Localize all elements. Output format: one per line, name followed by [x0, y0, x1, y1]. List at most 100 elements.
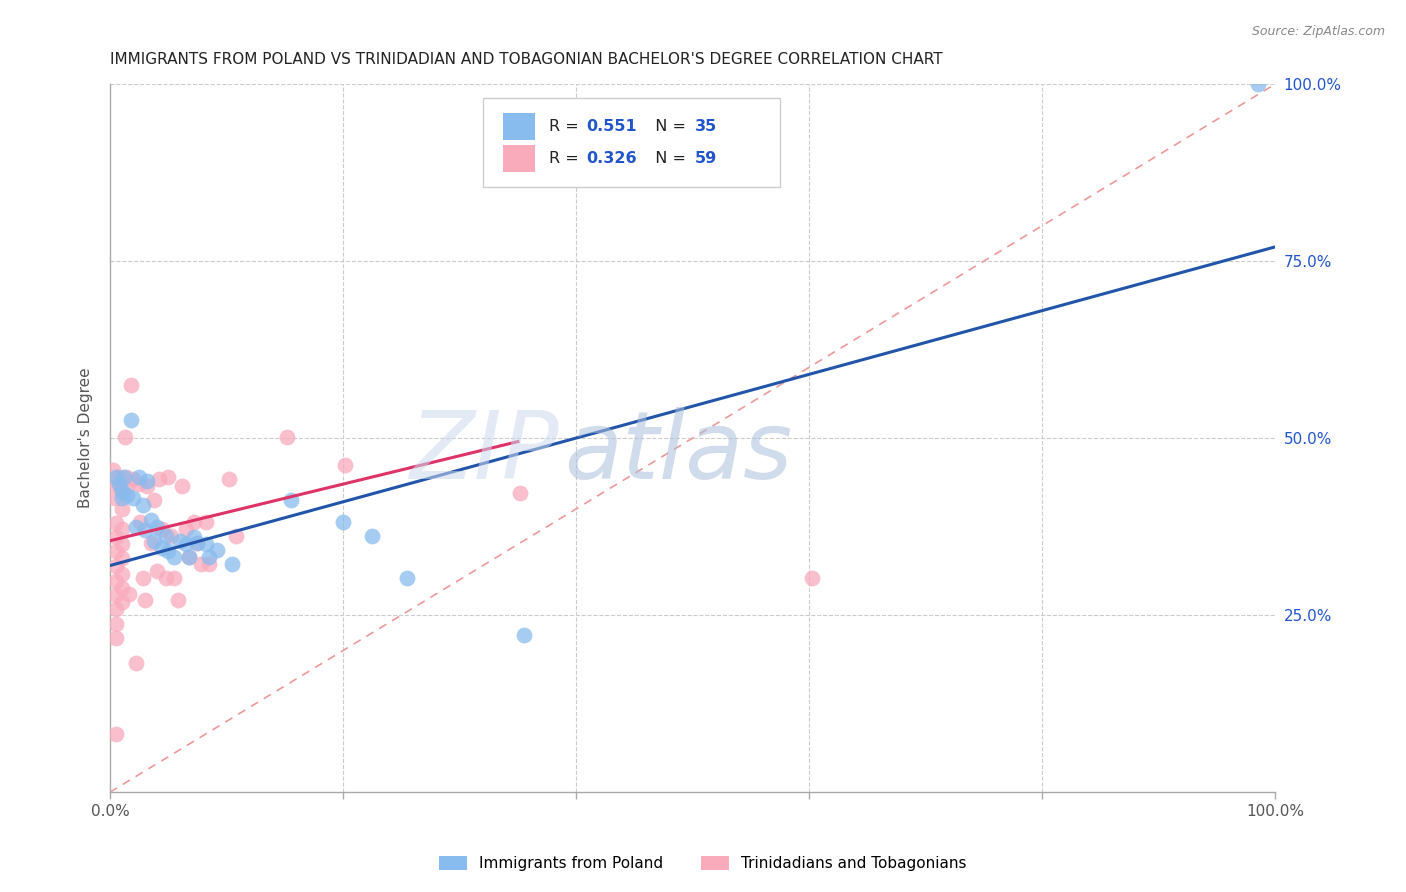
- Point: [110, 477, 132, 491]
- Point: [110, 567, 132, 582]
- Point: [800, 571, 823, 585]
- Point: [104, 470, 127, 484]
- Point: [174, 537, 197, 551]
- Point: [335, 458, 357, 472]
- Point: [104, 631, 127, 645]
- Point: [194, 537, 217, 551]
- Text: ZIP: ZIP: [409, 407, 558, 498]
- Point: [110, 537, 132, 551]
- Point: [332, 515, 354, 529]
- Y-axis label: Bachelor's Degree: Bachelor's Degree: [79, 368, 93, 508]
- Point: [117, 587, 139, 601]
- Text: 0.551: 0.551: [586, 119, 637, 134]
- Point: [183, 515, 205, 529]
- Legend: Immigrants from Poland, Trinidadians and Tobagonians: Immigrants from Poland, Trinidadians and…: [433, 850, 973, 877]
- Point: [124, 657, 146, 671]
- Text: IMMIGRANTS FROM POLAND VS TRINIDADIAN AND TOBAGONIAN BACHELOR'S DEGREE CORRELATI: IMMIGRANTS FROM POLAND VS TRINIDADIAN AN…: [110, 53, 942, 68]
- Point: [122, 491, 145, 506]
- Point: [104, 530, 127, 544]
- Point: [104, 516, 127, 530]
- Text: 35: 35: [695, 119, 717, 134]
- Point: [139, 536, 162, 550]
- Point: [110, 502, 132, 516]
- Point: [186, 536, 208, 550]
- Point: [225, 529, 247, 543]
- Point: [179, 550, 201, 565]
- Point: [179, 550, 201, 565]
- Point: [163, 550, 186, 565]
- Point: [155, 571, 177, 585]
- Point: [104, 588, 127, 602]
- Point: [131, 499, 153, 513]
- Point: [134, 523, 156, 537]
- Point: [104, 727, 127, 741]
- Point: [104, 491, 127, 506]
- Point: [103, 463, 125, 477]
- Point: [361, 529, 384, 543]
- Point: [120, 378, 142, 392]
- Text: Source: ZipAtlas.com: Source: ZipAtlas.com: [1251, 25, 1385, 38]
- Point: [110, 581, 132, 595]
- Point: [128, 477, 150, 491]
- Point: [186, 536, 208, 550]
- Point: [198, 550, 221, 565]
- Point: [124, 519, 146, 533]
- Point: [117, 488, 139, 502]
- Point: [159, 529, 181, 543]
- FancyBboxPatch shape: [503, 113, 536, 140]
- Point: [110, 522, 132, 536]
- Point: [276, 430, 298, 444]
- Point: [120, 413, 142, 427]
- Point: [150, 522, 173, 536]
- FancyBboxPatch shape: [503, 145, 536, 172]
- Point: [143, 533, 166, 548]
- Point: [115, 470, 138, 484]
- Point: [190, 557, 212, 571]
- Point: [163, 571, 186, 585]
- Point: [110, 595, 132, 609]
- Point: [128, 470, 150, 484]
- Point: [166, 592, 188, 607]
- Point: [110, 486, 132, 500]
- Point: [145, 564, 167, 578]
- Text: R =: R =: [550, 119, 585, 134]
- Point: [145, 519, 167, 533]
- Point: [104, 574, 127, 589]
- Point: [104, 558, 127, 573]
- Point: [139, 512, 162, 526]
- Point: [122, 472, 145, 486]
- Point: [136, 479, 159, 493]
- Point: [104, 602, 127, 616]
- Text: 59: 59: [695, 151, 717, 166]
- Point: [108, 477, 131, 491]
- Point: [143, 493, 166, 508]
- Point: [157, 544, 180, 558]
- Point: [134, 592, 156, 607]
- Text: R =: R =: [550, 151, 585, 166]
- Point: [104, 544, 127, 558]
- Point: [129, 515, 152, 529]
- Point: [157, 470, 180, 484]
- Text: atlas: atlas: [564, 407, 793, 498]
- FancyBboxPatch shape: [482, 98, 780, 186]
- Point: [205, 543, 228, 558]
- Point: [1247, 77, 1270, 91]
- Point: [198, 557, 221, 571]
- Point: [396, 571, 419, 585]
- Point: [112, 470, 135, 484]
- Point: [131, 571, 153, 585]
- Point: [104, 616, 127, 631]
- Point: [150, 541, 173, 555]
- Point: [114, 430, 136, 444]
- Point: [172, 479, 194, 493]
- Point: [512, 628, 534, 642]
- Point: [221, 557, 243, 571]
- Point: [509, 486, 531, 500]
- Point: [218, 472, 240, 486]
- Text: 0.326: 0.326: [586, 151, 637, 166]
- Point: [169, 533, 191, 548]
- Point: [194, 515, 217, 529]
- Point: [110, 551, 132, 566]
- Point: [174, 522, 197, 536]
- Point: [280, 493, 302, 508]
